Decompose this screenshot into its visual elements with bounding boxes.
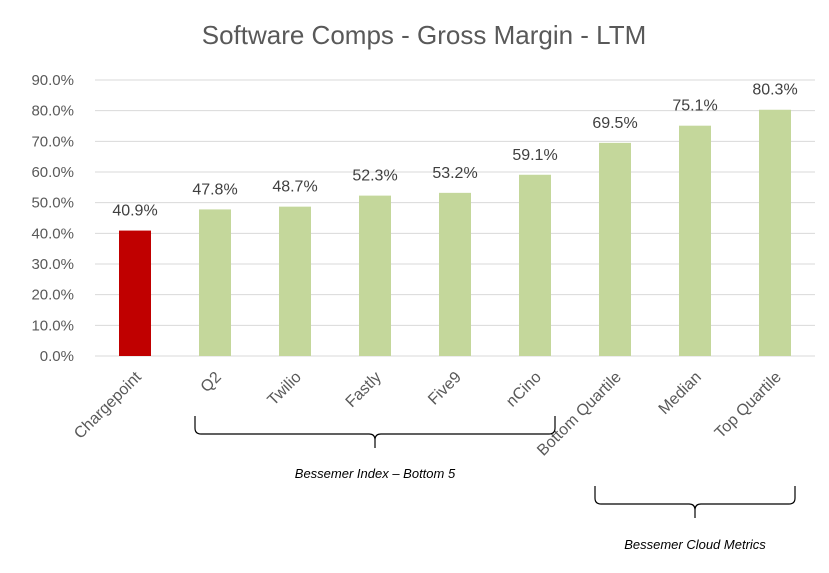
bar [279, 206, 311, 356]
data-label: 59.1% [512, 147, 557, 164]
category-label: Median [656, 369, 705, 418]
group-brace [594, 486, 796, 518]
category-label: Fastly [343, 369, 385, 411]
chart-title: Software Comps - Gross Margin - LTM [202, 20, 647, 50]
y-tick-label: 10.0% [31, 317, 74, 334]
category-labels: Chargepoint Q2 Twilio Fastly Five9 nCinoBotto… [71, 368, 785, 459]
bar [439, 192, 471, 356]
data-label: 40.9% [112, 203, 157, 220]
data-label: 47.8% [192, 181, 237, 198]
bar [119, 230, 151, 356]
category-label: nCino [503, 369, 545, 411]
y-tick-label: 80.0% [31, 103, 74, 120]
group-annotation-label: Bessemer Index – Bottom 5 [295, 466, 456, 481]
y-tick-label: 50.0% [31, 195, 74, 212]
bar [519, 174, 551, 356]
data-label: 75.1% [672, 98, 717, 115]
bar [599, 142, 631, 356]
y-tick-label: 70.0% [31, 133, 74, 150]
bar [199, 209, 231, 356]
y-tick-label: 0.0% [40, 348, 74, 365]
group-brace [194, 416, 556, 448]
data-label: 80.3% [752, 82, 797, 99]
annotations: Bessemer Index – Bottom 5 Bessemer Cloud … [194, 416, 796, 552]
category-label: Top Quartile [712, 369, 785, 442]
bars [119, 109, 791, 357]
category-label: Twilio [265, 369, 305, 409]
y-tick-label: 60.0% [31, 164, 74, 181]
data-label: 53.2% [432, 165, 477, 182]
category-label: Five9 [425, 369, 465, 409]
data-label: 69.5% [592, 115, 637, 132]
data-label: 52.3% [352, 168, 397, 185]
category-label: Q2 [198, 369, 225, 396]
y-axis-ticks: 0.0% 10.0% 20.0% 30.0% 40.0% 50.0% 60.0% 70.0% 8… [31, 72, 74, 365]
data-labels: 40.9% 47.8% 48.7% 52.3% 53.2% 59.1% 69.5% 75.1%… [112, 82, 797, 220]
bar [759, 109, 791, 356]
y-tick-label: 40.0% [31, 225, 74, 242]
data-label: 48.7% [272, 179, 317, 196]
group-annotation-label: Bessemer Cloud Metrics [624, 537, 766, 552]
y-tick-label: 90.0% [31, 72, 74, 89]
y-tick-label: 20.0% [31, 287, 74, 304]
bar [359, 195, 391, 356]
category-label: Bottom Quartile [534, 369, 625, 460]
bar [679, 125, 711, 357]
y-tick-label: 30.0% [31, 256, 74, 273]
category-label: Chargepoint [71, 368, 145, 442]
